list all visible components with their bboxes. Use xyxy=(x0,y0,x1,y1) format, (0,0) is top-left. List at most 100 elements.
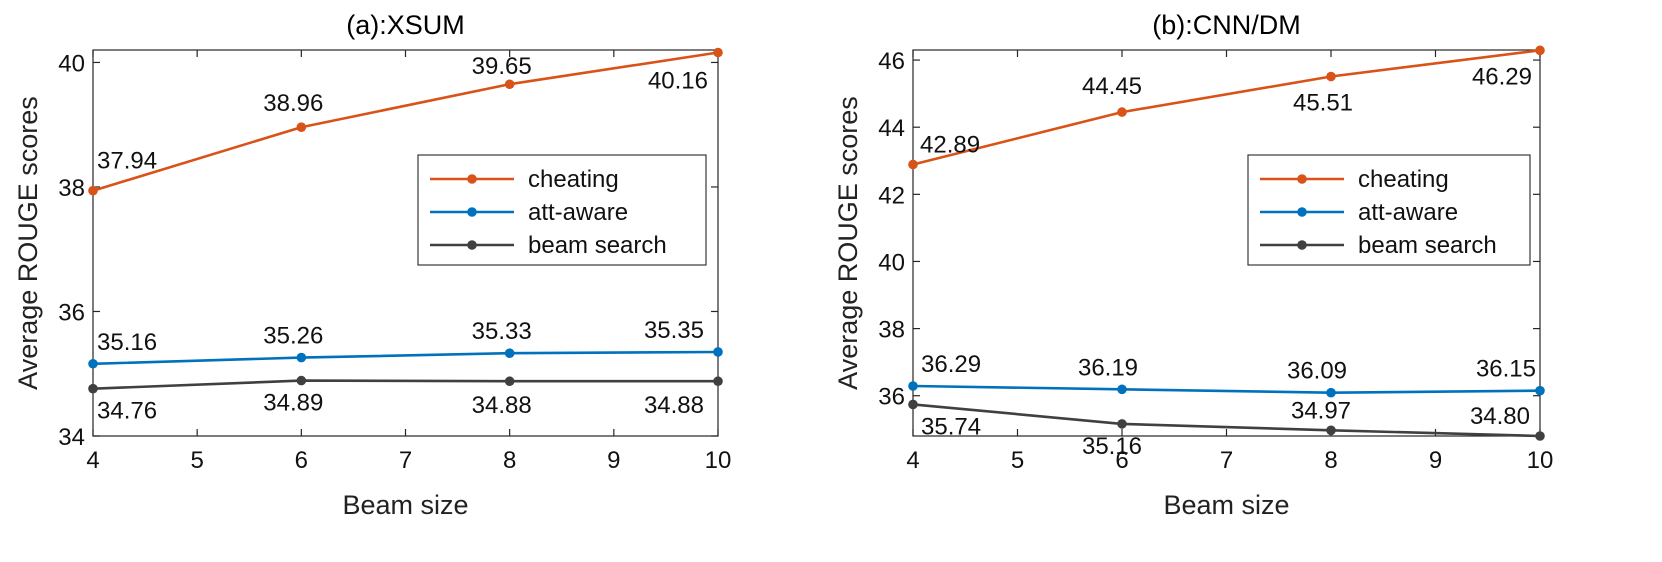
y-tick-label: 42 xyxy=(878,182,905,209)
data-point xyxy=(713,376,723,387)
data-label: 40.16 xyxy=(648,67,708,94)
y-axis-label: Average ROUGE scores xyxy=(833,96,863,390)
data-label: 45.51 xyxy=(1293,90,1353,117)
data-point xyxy=(296,352,307,363)
chart-title: (a):XSUM xyxy=(346,10,465,40)
x-tick-label: 4 xyxy=(906,447,919,474)
data-label: 36.09 xyxy=(1287,358,1347,385)
y-tick-label: 40 xyxy=(58,50,85,77)
data-label: 35.16 xyxy=(97,329,157,356)
x-tick-label: 10 xyxy=(1527,447,1554,474)
y-tick-label: 46 xyxy=(878,48,905,75)
panel-a: (a):XSUM 4 5 6 7 8 9 10 34 36 38 40 Beam size Average… xyxy=(13,10,731,520)
data-label: 35.26 xyxy=(263,323,323,350)
legend-marker xyxy=(1297,174,1307,184)
legend-box xyxy=(1247,154,1531,266)
series-line xyxy=(92,51,719,192)
x-tick-label: 4 xyxy=(86,447,99,474)
legend-label: cheating xyxy=(528,166,619,193)
x-axis-label: Beam size xyxy=(342,490,468,520)
data-point xyxy=(504,348,515,358)
legend-label: beam search xyxy=(1358,232,1497,259)
y-tick-label: 40 xyxy=(878,249,905,276)
data-label: 34.80 xyxy=(1470,403,1530,430)
legend: cheating att-aware beam search xyxy=(1247,154,1531,266)
data-label: 34.88 xyxy=(644,392,704,419)
y-tick-label: 36 xyxy=(58,299,85,326)
legend-label: beam search xyxy=(528,232,667,259)
legend-entry: beam search xyxy=(430,232,667,259)
series-line xyxy=(912,384,1541,395)
data-point xyxy=(1326,387,1336,398)
data-label: 38.96 xyxy=(263,90,323,117)
data-point xyxy=(1117,419,1127,429)
data-point xyxy=(713,347,723,357)
data-point xyxy=(1535,385,1545,396)
data-point xyxy=(88,185,98,196)
panel-b: (b):CNN/DM 4 5 6 7 8 9 10 36 38 40 42 44 46 Beam size A… xyxy=(833,10,1553,520)
data-label: 35.16 xyxy=(1082,433,1142,460)
x-tick-label: 9 xyxy=(607,447,620,474)
legend-label: cheating xyxy=(1358,166,1449,193)
data-point xyxy=(1535,45,1545,56)
y-tick-label: 36 xyxy=(878,384,905,411)
data-point xyxy=(908,159,918,170)
x-tick-label: 10 xyxy=(705,447,732,474)
data-label: 36.15 xyxy=(1476,356,1536,383)
legend-label: att-aware xyxy=(1358,199,1458,226)
series-beam-search: 34.76 34.89 34.88 34.88 xyxy=(88,375,723,425)
data-point xyxy=(504,79,515,90)
series-line xyxy=(912,403,1541,438)
data-point xyxy=(908,381,918,391)
series-line xyxy=(92,379,718,390)
data-label: 37.94 xyxy=(97,148,157,175)
y-tick-label: 38 xyxy=(58,175,85,202)
data-label: 34.97 xyxy=(1291,397,1351,424)
data-label: 34.89 xyxy=(263,390,323,417)
series-att-aware: 35.16 35.26 35.33 35.35 xyxy=(88,317,723,369)
data-label: 46.29 xyxy=(1472,63,1532,90)
series-cheating: 42.89 44.45 45.51 46.29 xyxy=(908,45,1545,170)
data-point xyxy=(296,122,307,132)
y-tick-label: 34 xyxy=(58,424,85,451)
data-point xyxy=(713,47,723,58)
data-label: 36.19 xyxy=(1078,354,1138,381)
data-point xyxy=(504,376,515,387)
legend-marker xyxy=(467,174,477,184)
x-tick-label: 5 xyxy=(190,447,203,474)
series-cheating: 37.94 38.96 39.65 40.16 xyxy=(88,47,723,196)
series-line xyxy=(912,49,1541,166)
y-tick-label: 44 xyxy=(878,115,905,142)
legend-marker xyxy=(467,207,477,217)
x-tick-label: 7 xyxy=(1220,447,1233,474)
y-axis-label: Average ROUGE scores xyxy=(13,96,43,390)
legend-marker xyxy=(467,240,477,250)
legend-entry: att-aware xyxy=(430,199,628,226)
x-tick-label: 5 xyxy=(1011,447,1024,474)
x-tick-label: 6 xyxy=(1115,447,1128,474)
data-point xyxy=(1326,425,1336,436)
data-label: 36.29 xyxy=(921,351,981,378)
x-tick-label: 7 xyxy=(399,447,412,474)
x-tick-label: 8 xyxy=(503,447,516,474)
data-point xyxy=(296,375,307,386)
series-beam-search: 35.74 35.16 34.97 34.80 xyxy=(908,397,1545,460)
data-point xyxy=(1535,431,1545,441)
data-label: 42.89 xyxy=(920,131,980,158)
data-point xyxy=(88,358,98,369)
legend-label: att-aware xyxy=(528,199,628,226)
data-label: 34.76 xyxy=(97,398,157,425)
data-point xyxy=(1326,71,1336,82)
data-label: 34.88 xyxy=(472,392,532,419)
chart-title: (b):CNN/DM xyxy=(1152,10,1301,40)
data-label: 44.45 xyxy=(1082,73,1142,100)
legend-entry: beam search xyxy=(1260,232,1497,259)
data-label: 35.74 xyxy=(921,413,981,440)
legend-marker xyxy=(1297,207,1307,217)
data-point xyxy=(908,399,918,410)
legend-entry: att-aware xyxy=(1260,199,1458,226)
series-att-aware: 36.29 36.19 36.09 36.15 xyxy=(908,351,1545,398)
x-tick-label: 9 xyxy=(1429,447,1442,474)
x-axis-label: Beam size xyxy=(1163,490,1289,520)
